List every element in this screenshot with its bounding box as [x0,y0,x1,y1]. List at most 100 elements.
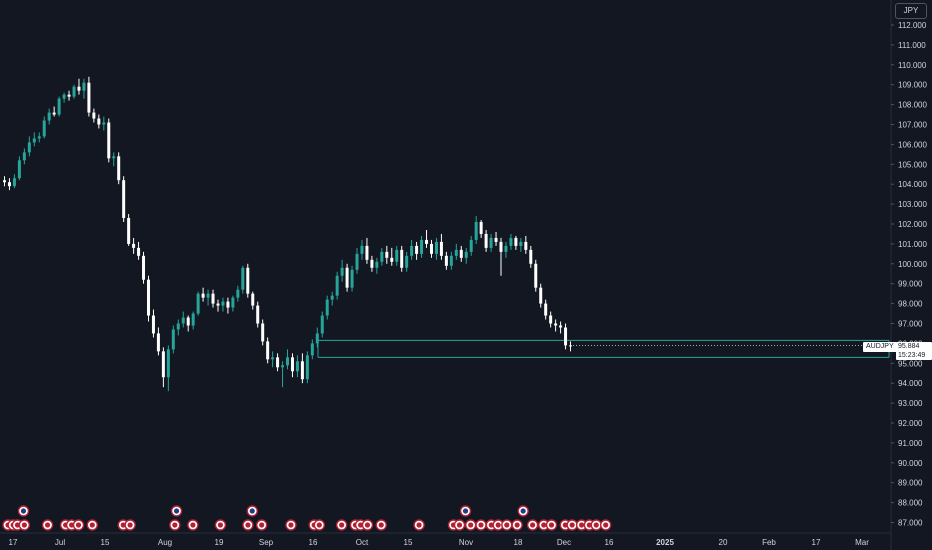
candle [231,295,235,312]
event-flag-icon[interactable] [453,519,466,531]
event-flag-icon[interactable] [459,505,472,517]
candle-body [206,293,210,298]
candle [281,361,285,388]
price-axis[interactable]: 112.000 111.000 110.000 109.000 108.000 107.0… [891,21,927,528]
event-flag-icon[interactable] [566,519,578,531]
event-flag-icon[interactable] [464,519,477,531]
candle [320,311,324,338]
candle [261,319,265,346]
price-tick-label: 102.000 [898,220,927,229]
candle-body [191,313,195,326]
candle-body [57,98,61,115]
event-flag-icon[interactable] [475,519,487,531]
price-tick-label: 98.000 [898,300,923,309]
price-tick-label: 112.000 [898,21,927,30]
candle-body [504,245,508,252]
candle [494,231,498,246]
event-flag-icon[interactable] [526,519,539,531]
event-flag-icon[interactable] [517,505,529,517]
event-flag-icon[interactable] [246,505,258,517]
event-flag-center [488,522,494,528]
candle-body [305,355,309,380]
candle [112,152,116,167]
candle [385,245,389,264]
event-flag-center [456,522,463,528]
candle [355,247,359,274]
candle [211,289,215,308]
candle-series [3,76,573,392]
candle-body [420,239,424,254]
candle-body [529,249,533,264]
candle [400,245,404,272]
event-flag-icon[interactable] [511,519,523,531]
event-flag-icon[interactable] [575,519,588,531]
event-flag-icon[interactable] [335,519,348,531]
event-flag-center [316,522,322,528]
candle [52,106,56,117]
event-flag-icon[interactable] [124,519,136,531]
event-flag-center [339,522,345,528]
event-flag-icon[interactable] [170,505,183,517]
candle [171,325,175,354]
event-flag-icon[interactable] [18,519,31,531]
candle [509,233,513,250]
price-tick-label: 100.000 [898,260,927,269]
candle [87,76,91,117]
candle [425,229,429,248]
candle [390,247,394,266]
candle-body [181,317,185,324]
time-tick-label: 15 [404,538,413,547]
candle [27,136,31,157]
price-tick-label: 108.000 [898,101,927,110]
event-flag-icon[interactable] [538,519,550,531]
candle [459,245,463,262]
event-flag-icon[interactable] [17,505,30,517]
candle-body [236,289,240,298]
event-flag-icon[interactable] [361,519,374,531]
candle-body [415,245,419,254]
event-flag-icon[interactable] [413,519,425,531]
candle [221,297,225,312]
event-flag-icon[interactable] [214,519,227,531]
event-flag-icon[interactable] [256,519,268,531]
candle-body [256,305,260,324]
candle [17,156,21,181]
candle [350,265,354,292]
event-flag-icon[interactable] [545,519,558,531]
candle-body [241,267,245,290]
time-axis[interactable]: 17 Jul 15 Aug 19 Sep 16 Oct 15 Nov 18 Dec 16 2025 20 Fe… [9,538,870,547]
candle [464,247,468,264]
event-flag-icon[interactable] [313,519,326,531]
event-flag-icon[interactable] [86,519,98,531]
candle [201,287,205,302]
event-flag-icon[interactable] [590,519,602,531]
candle-body [345,267,349,288]
price-tick-label: 89.000 [898,479,923,488]
candle [325,295,329,320]
event-flag-icon[interactable] [285,519,297,531]
event-flag-icon[interactable] [375,519,387,531]
time-tick-label: 15 [101,538,110,547]
event-flag-center [358,522,364,528]
event-flag-icon[interactable] [169,519,181,531]
candle-body [469,239,473,252]
event-flag-icon[interactable] [242,519,254,531]
candle-body [102,122,106,125]
event-flag-center [44,522,51,528]
candle-body [395,249,399,262]
last-price-tag: 95.884 15:23:49 [896,342,932,360]
candle [519,237,523,252]
event-flag-icon[interactable] [72,519,85,531]
candle-body [315,333,319,344]
candle-body [211,293,215,304]
candle [569,341,573,352]
event-flag-icon[interactable] [41,519,54,531]
candle [142,251,146,284]
event-flag-icon[interactable] [501,519,513,531]
event-flag-icon[interactable] [187,519,199,531]
event-flag-icon[interactable] [600,519,612,531]
currency-badge[interactable]: JPY [895,3,927,19]
candle-body [355,253,359,270]
candle-body [166,349,170,378]
